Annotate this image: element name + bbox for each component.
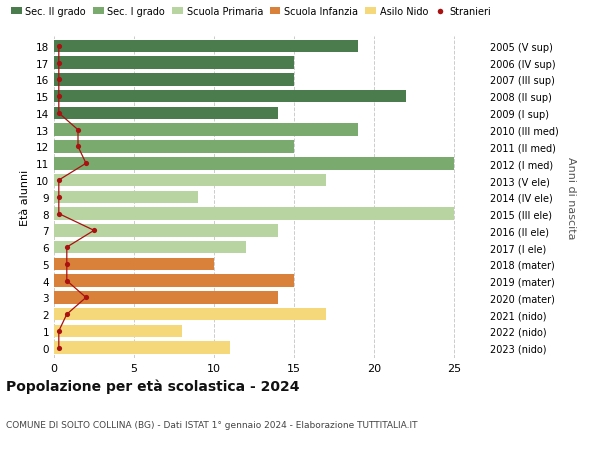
Bar bbox=[54, 174, 326, 187]
Bar bbox=[54, 141, 294, 153]
Point bbox=[54, 177, 64, 185]
Bar bbox=[54, 40, 358, 53]
Bar bbox=[54, 107, 278, 120]
Point bbox=[54, 210, 64, 218]
Point bbox=[62, 277, 71, 285]
Text: COMUNE DI SOLTO COLLINA (BG) - Dati ISTAT 1° gennaio 2024 - Elaborazione TUTTITA: COMUNE DI SOLTO COLLINA (BG) - Dati ISTA… bbox=[6, 420, 418, 429]
Bar bbox=[54, 208, 454, 220]
Point bbox=[54, 328, 64, 335]
Y-axis label: Età alunni: Età alunni bbox=[20, 169, 31, 225]
Point bbox=[81, 160, 91, 168]
Point bbox=[54, 43, 64, 50]
Point bbox=[81, 294, 91, 302]
Bar bbox=[54, 57, 294, 70]
Point bbox=[73, 144, 83, 151]
Bar bbox=[54, 241, 246, 254]
Bar bbox=[54, 341, 230, 354]
Point bbox=[89, 227, 99, 235]
Point bbox=[54, 93, 64, 101]
Point bbox=[73, 127, 83, 134]
Point bbox=[54, 77, 64, 84]
Bar bbox=[54, 325, 182, 337]
Point bbox=[62, 261, 71, 268]
Bar bbox=[54, 74, 294, 86]
Bar bbox=[54, 258, 214, 271]
Bar bbox=[54, 224, 278, 237]
Bar bbox=[54, 191, 198, 204]
Point bbox=[62, 311, 71, 318]
Point bbox=[54, 344, 64, 352]
Bar bbox=[54, 91, 406, 103]
Y-axis label: Anni di nascita: Anni di nascita bbox=[566, 156, 575, 239]
Bar bbox=[54, 308, 326, 321]
Text: Popolazione per età scolastica - 2024: Popolazione per età scolastica - 2024 bbox=[6, 379, 299, 393]
Bar bbox=[54, 157, 454, 170]
Bar bbox=[54, 124, 358, 137]
Point bbox=[54, 194, 64, 201]
Legend: Sec. II grado, Sec. I grado, Scuola Primaria, Scuola Infanzia, Asilo Nido, Stran: Sec. II grado, Sec. I grado, Scuola Prim… bbox=[11, 7, 491, 17]
Point bbox=[62, 244, 71, 251]
Point bbox=[54, 110, 64, 118]
Point bbox=[54, 60, 64, 67]
Bar bbox=[54, 291, 278, 304]
Bar bbox=[54, 275, 294, 287]
